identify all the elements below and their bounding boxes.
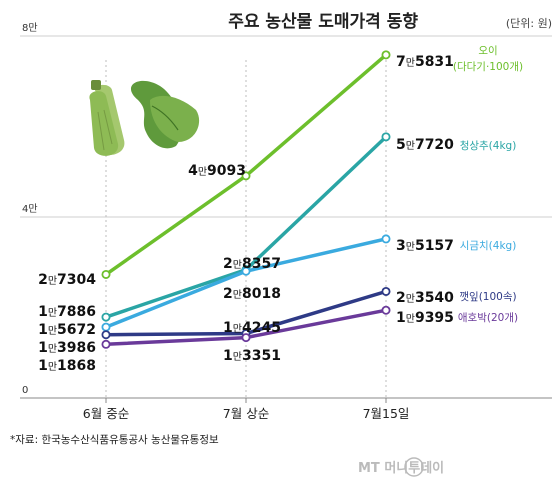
legend-label: 애호박(20개) [458, 312, 518, 324]
legend: 오이 (다다기·100개) 청상추(4kg) 시금치(4kg) 깻잎(100속) 애호박(… [453, 45, 523, 324]
data-label: 1만3986 [38, 340, 96, 356]
chart-title: 주요 농산물 도매가격 동향 [228, 11, 418, 32]
data-label: 1만5672 [38, 322, 96, 338]
data-point [241, 266, 251, 276]
y-tick-label: 4만 [22, 203, 38, 215]
x-tick-label: 7월 상순 [223, 406, 269, 421]
y-tick-label: 0 [22, 385, 28, 396]
data-point [381, 132, 391, 142]
data-point [381, 305, 391, 315]
data-point [241, 171, 251, 181]
series-group [101, 50, 391, 349]
data-point [381, 234, 391, 244]
x-tick-label: 6월 중순 [83, 406, 129, 421]
x-axis-ticks: 6월 중순 7월 상순 7월15일 [83, 406, 410, 421]
data-label: 2만8018 [223, 286, 281, 302]
y-tick-label: 8만 [22, 22, 38, 34]
data-label: 1만9395 [396, 310, 454, 326]
legend-label: 청상추(4kg) [460, 140, 517, 152]
data-point [101, 312, 111, 322]
legend-label: (다다기·100개) [453, 61, 523, 73]
data-label: 1만3351 [223, 348, 281, 364]
data-label: 2만3540 [396, 290, 454, 306]
data-point [241, 333, 251, 343]
series-line [105, 237, 387, 329]
data-point [381, 286, 391, 296]
data-label: 3만5157 [396, 238, 454, 254]
unit-label: (단위: 원) [506, 17, 552, 30]
data-label: 2만7304 [38, 272, 96, 288]
publisher-logo: MT 머니투데이 [358, 457, 444, 477]
legend-label: 오이 [478, 45, 497, 57]
data-point [381, 50, 391, 60]
data-point [101, 339, 111, 349]
x-tick-label: 7월15일 [363, 406, 410, 421]
data-labels: 2만7304 1만7886 1만5672 1만3986 1만1868 4만9093 2만83… [38, 54, 454, 374]
data-label: 7만5831 [396, 54, 454, 70]
data-point [101, 330, 111, 340]
data-label: 1만4245 [223, 320, 281, 336]
data-label: 5만7720 [396, 137, 454, 153]
publisher-logo-text: MT 머니투데이 [358, 460, 444, 476]
vegetable-illustration-icon [89, 80, 200, 156]
legend-label: 깻잎(100속) [459, 291, 516, 303]
data-label: 1만7886 [38, 304, 96, 320]
data-label: 1만1868 [38, 358, 96, 374]
data-label: 4만9093 [188, 163, 246, 179]
y-axis-ticks: 0 4만 8만 [22, 22, 38, 396]
legend-label: 시금치(4kg) [460, 240, 517, 252]
source-note: *자료: 한국농수산식품유통공사 농산물유통정보 [10, 434, 219, 446]
data-point [101, 322, 111, 332]
data-point [101, 269, 111, 279]
data-label: 2만8357 [223, 256, 281, 272]
